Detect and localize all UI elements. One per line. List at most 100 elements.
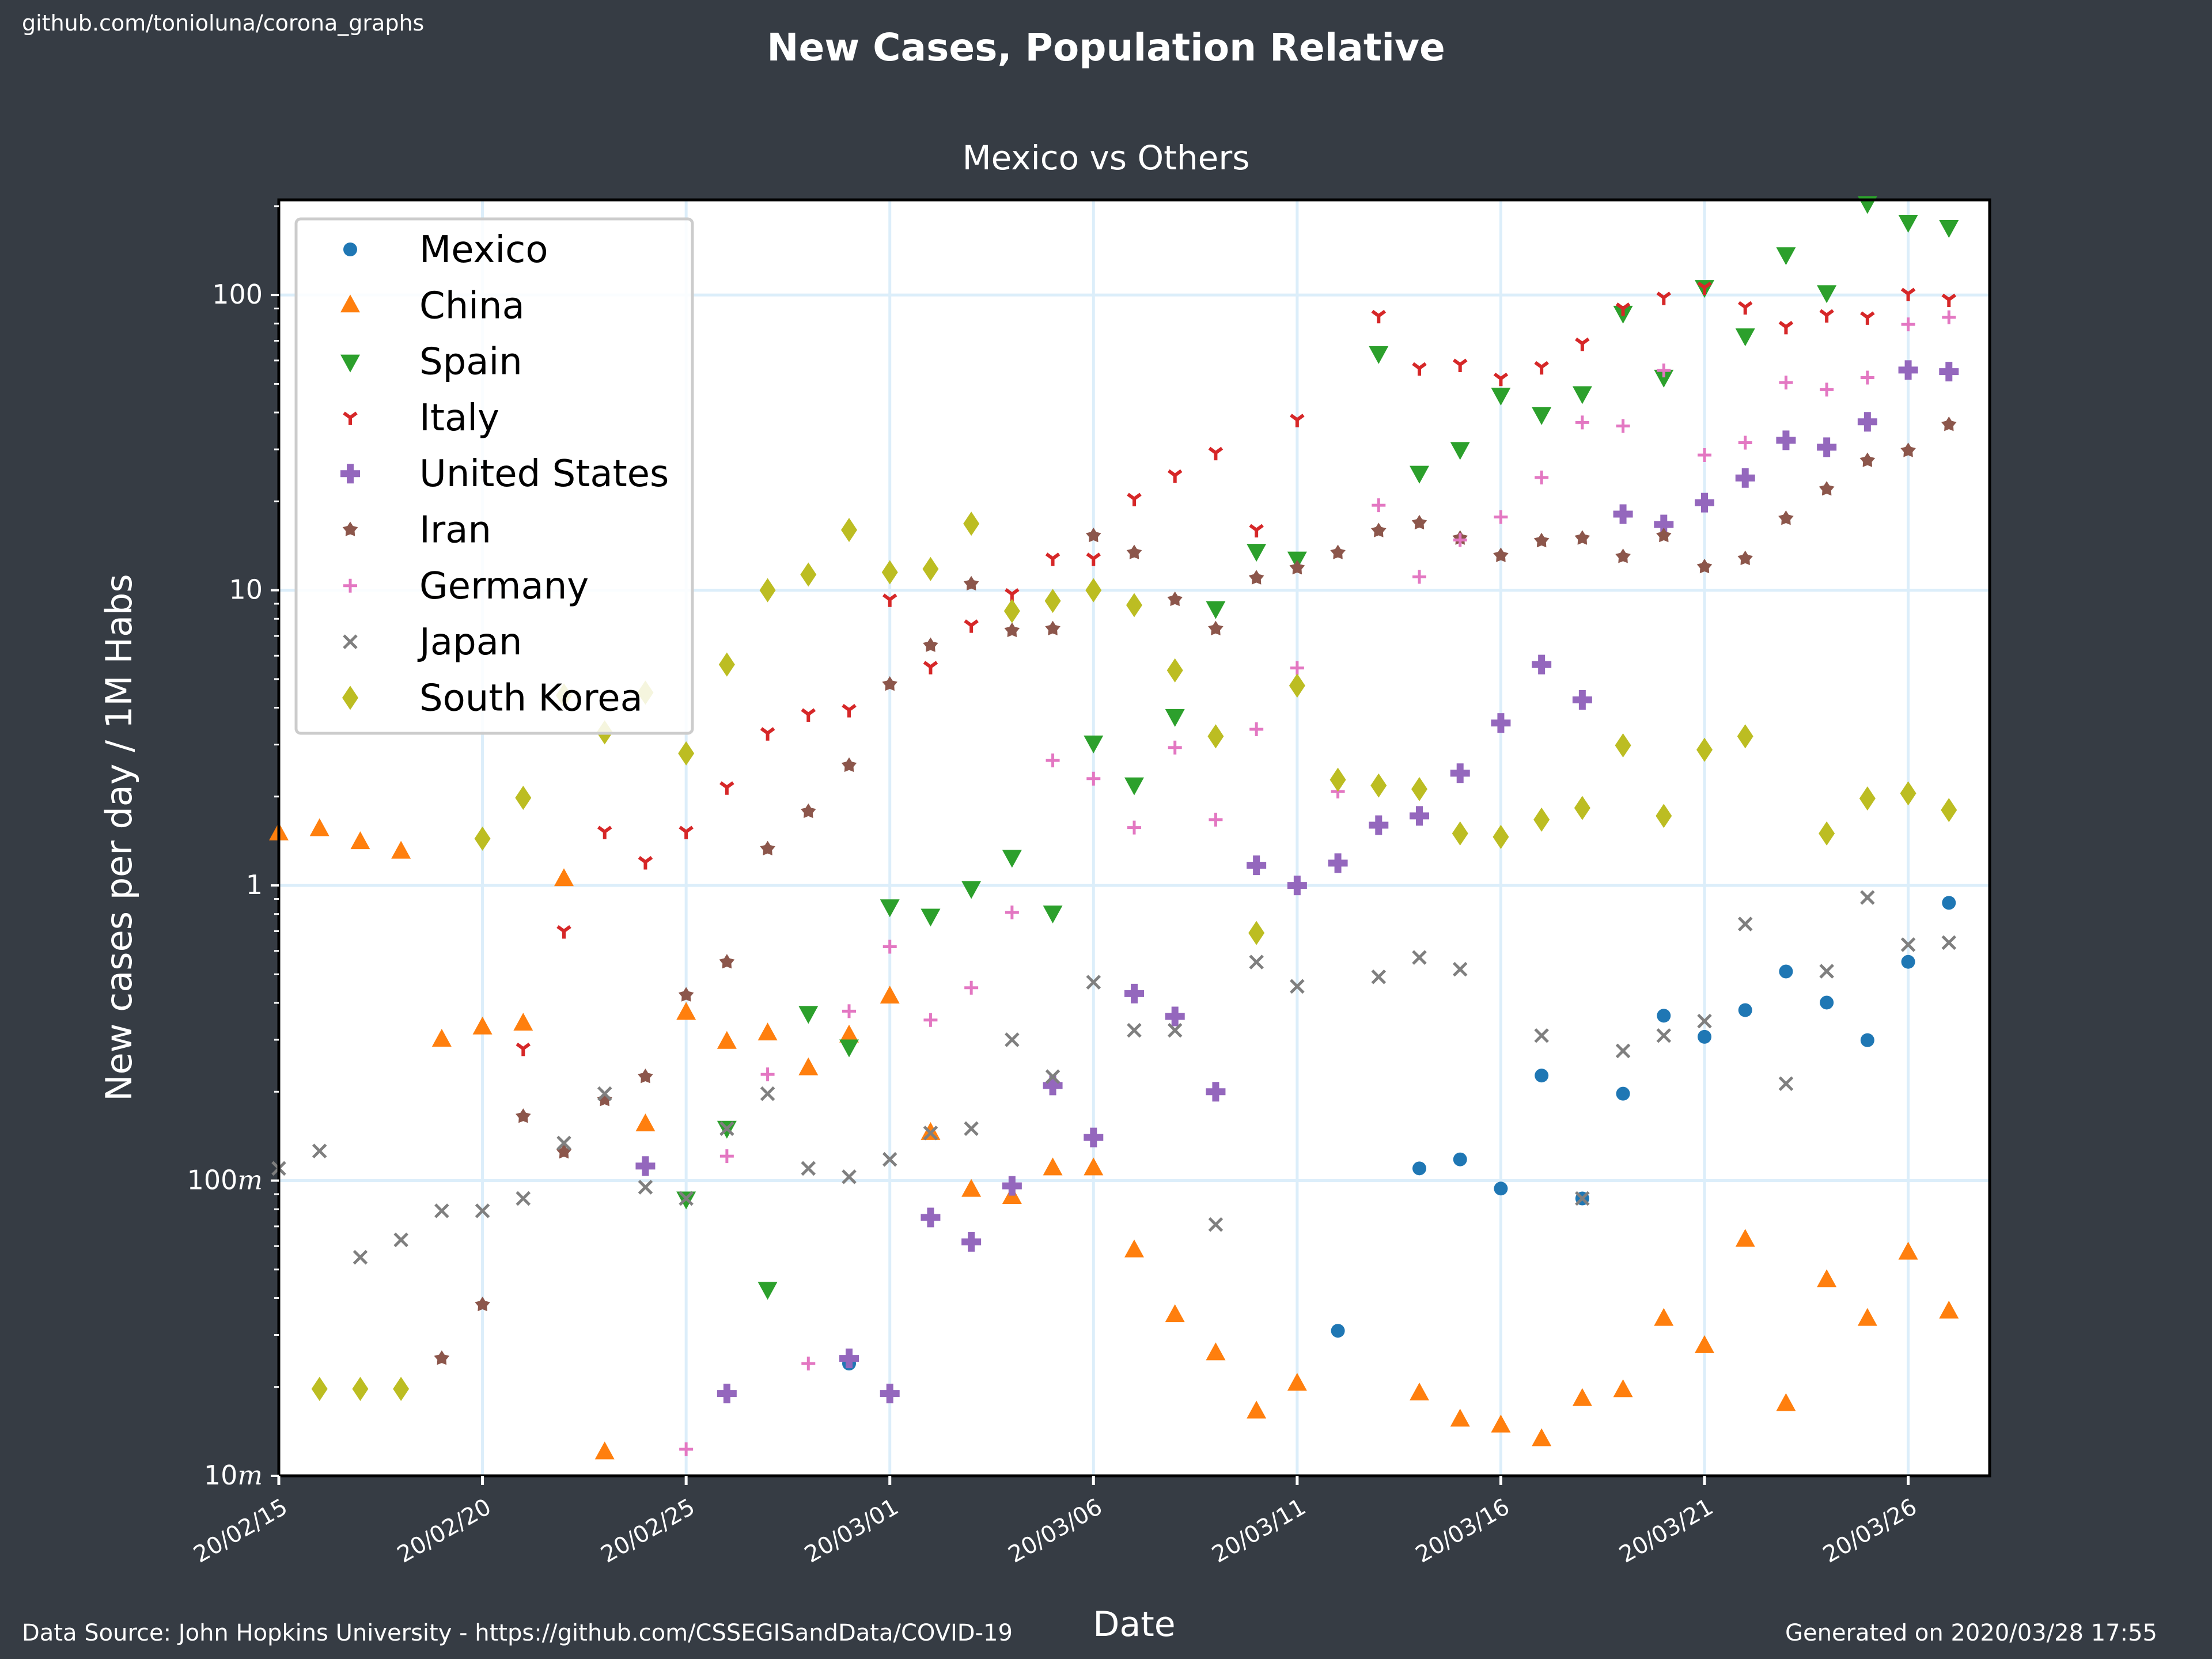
data-point: [1735, 1229, 1755, 1247]
data-point: [1209, 812, 1223, 827]
legend-marker: [343, 411, 358, 425]
data-point: [1654, 514, 1674, 535]
data-point: [638, 1069, 653, 1084]
legend-label: South Korea: [419, 677, 643, 719]
data-point: [1247, 1400, 1267, 1419]
data-point: [1657, 1009, 1671, 1023]
data-point: [1167, 469, 1183, 483]
data-point: [1369, 346, 1389, 364]
data-point: [1695, 1335, 1714, 1353]
data-point: [757, 1022, 778, 1041]
data-point: [1290, 661, 1304, 675]
data-point: [1168, 740, 1182, 755]
x-tick-label: 20/03/26: [1819, 1494, 1922, 1569]
data-point: [839, 1024, 859, 1043]
data-point: [1330, 544, 1346, 559]
data-point: [1248, 921, 1265, 945]
data-point: [719, 954, 735, 969]
data-point: [798, 1006, 819, 1024]
data-point: [1819, 481, 1835, 496]
data-point: [1654, 369, 1674, 388]
data-point: [1898, 1241, 1918, 1260]
legend-label: Iran: [419, 509, 491, 552]
data-point: [1043, 905, 1063, 923]
data-point: [1124, 1239, 1144, 1257]
data-point: [1615, 1043, 1631, 1059]
data-point: [719, 1121, 734, 1137]
data-point: [1043, 1075, 1063, 1096]
data-point: [1249, 722, 1264, 737]
legend-label: Mexico: [419, 229, 548, 271]
data-point: [679, 1442, 694, 1456]
data-point: [1043, 1157, 1063, 1176]
data-point: [1534, 361, 1549, 375]
data-point: [434, 1203, 449, 1218]
data-point: [1249, 524, 1264, 537]
data-point: [1900, 781, 1916, 806]
data-point: [1491, 1414, 1511, 1433]
data-point: [1616, 1086, 1630, 1101]
legend-label: Spain: [419, 341, 522, 384]
legend: Mexico China Spain Italy United States Iran Ge…: [294, 217, 694, 735]
data-point: [1860, 890, 1875, 905]
data-point: [882, 593, 897, 607]
data-point: [1572, 690, 1592, 710]
data-point: [1206, 601, 1226, 619]
data-point: [1086, 771, 1101, 786]
data-point: [1370, 773, 1387, 798]
data-point: [1819, 821, 1835, 846]
data-point: [474, 826, 491, 851]
data-point: [718, 652, 735, 677]
legend-label: Germany: [419, 565, 589, 608]
data-point: [1126, 593, 1142, 618]
data-point: [921, 1207, 941, 1228]
data-point: [1290, 414, 1305, 427]
data-point: [1574, 796, 1590, 820]
data-point: [1287, 876, 1307, 896]
data-point: [1494, 510, 1508, 524]
data-point: [1004, 622, 1020, 637]
data-point: [1656, 291, 1672, 305]
data-point: [1493, 824, 1509, 849]
data-point: [841, 757, 857, 772]
data-point: [1533, 807, 1550, 832]
legend-box: [294, 217, 694, 735]
data-point: [638, 856, 653, 870]
data-point: [1411, 777, 1427, 801]
series-spain: [676, 196, 1959, 1300]
legend-marker: [343, 634, 358, 649]
data-point: [1698, 1029, 1711, 1044]
data-point: [1371, 522, 1387, 537]
data-point: [393, 1377, 410, 1402]
data-point: [1167, 591, 1183, 607]
data-point: [475, 1203, 490, 1218]
data-point: [1493, 547, 1509, 562]
data-point: [1287, 1373, 1307, 1391]
data-point: [1574, 530, 1590, 545]
data-point: [1127, 1022, 1142, 1038]
legend-marker: [343, 578, 357, 593]
data-point: [1085, 578, 1102, 603]
data-point: [1086, 975, 1101, 990]
data-point: [717, 1384, 737, 1404]
data-point: [679, 1191, 694, 1206]
data-point: [678, 741, 695, 766]
legend-label: Italy: [419, 397, 499, 440]
data-point: [1819, 964, 1834, 979]
legend-label: United States: [419, 453, 669, 495]
data-point: [679, 825, 694, 839]
data-point: [1817, 285, 1837, 304]
data-point: [1941, 416, 1957, 431]
x-tick-label: 20/02/20: [393, 1494, 496, 1569]
data-point: [760, 1086, 775, 1101]
data-point: [1698, 448, 1711, 462]
data-point: [1450, 442, 1470, 460]
data-point: [1575, 337, 1590, 351]
data-point: [801, 708, 816, 722]
data-point: [1289, 559, 1305, 575]
legend-marker: [342, 685, 358, 710]
data-point: [961, 1232, 982, 1252]
data-point: [1410, 1382, 1429, 1401]
data-point: [516, 1108, 531, 1123]
data-point: [801, 1161, 816, 1176]
